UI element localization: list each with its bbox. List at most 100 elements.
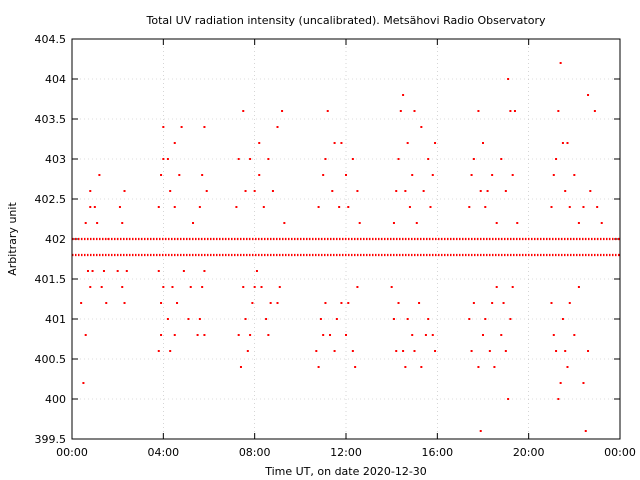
data-point (408, 206, 411, 208)
data-point (564, 350, 567, 352)
y-tick-label: 404 (45, 73, 66, 86)
data-point (559, 382, 562, 384)
data-point (203, 270, 206, 272)
data-point (557, 398, 560, 400)
data-point (356, 190, 359, 192)
data-point (338, 206, 341, 208)
data-point (242, 286, 245, 288)
y-tick-label: 403 (45, 153, 66, 166)
x-tick-label: 04:00 (147, 446, 179, 459)
data-point (84, 334, 87, 336)
data-point (495, 222, 498, 224)
data-point (269, 302, 272, 304)
data-point (420, 366, 423, 368)
data-point (281, 110, 284, 112)
data-point (276, 302, 279, 304)
x-tick-label: 00:00 (604, 446, 636, 459)
data-point (278, 286, 281, 288)
x-tick-label: 16:00 (421, 446, 453, 459)
data-point (552, 174, 555, 176)
data-point (345, 334, 347, 336)
data-point (205, 190, 208, 192)
data-point (180, 126, 183, 128)
data-point (93, 206, 96, 208)
data-point (262, 206, 265, 208)
data-point (160, 334, 163, 336)
y-axis-label: Arbitrary unit (6, 202, 19, 276)
y-tick-label: 402.5 (35, 193, 67, 206)
data-point (244, 190, 247, 192)
data-point (411, 334, 414, 336)
data-point (488, 350, 491, 352)
data-point (242, 110, 245, 112)
data-point (491, 302, 494, 304)
data-point (395, 350, 398, 352)
data-point (182, 270, 185, 272)
data-point (324, 302, 327, 304)
data-point (418, 302, 421, 304)
data-point (249, 158, 252, 160)
data-point (511, 174, 514, 176)
data-point (340, 302, 343, 304)
data-point (495, 286, 498, 288)
baseline-noise-points (72, 237, 620, 257)
data-point (196, 334, 199, 336)
data-point (157, 350, 160, 352)
data-point (422, 190, 425, 192)
data-point (160, 174, 163, 176)
data-points (80, 62, 603, 432)
x-axis-label: Time UT, on date 2020-12-30 (264, 465, 427, 478)
data-point (157, 206, 160, 208)
data-point (322, 174, 325, 176)
data-point (345, 174, 347, 176)
data-point (431, 334, 434, 336)
data-point (397, 302, 400, 304)
plot-frame (71, 38, 621, 440)
data-point (516, 222, 519, 224)
data-point (502, 302, 505, 304)
data-point (404, 190, 407, 192)
data-point (479, 190, 482, 192)
data-point (392, 222, 395, 224)
x-tick-label: 00:00 (56, 446, 88, 459)
data-point (434, 350, 437, 352)
data-point (477, 110, 480, 112)
data-point (169, 190, 172, 192)
y-tick-label: 402 (45, 233, 66, 246)
data-point (80, 302, 83, 304)
data-point (596, 206, 599, 208)
data-point (192, 222, 195, 224)
data-point (160, 302, 163, 304)
data-point (329, 334, 332, 336)
data-point (566, 366, 569, 368)
data-point (550, 302, 553, 304)
data-point (477, 366, 480, 368)
data-point (347, 206, 350, 208)
data-point (484, 206, 487, 208)
data-point (118, 206, 121, 208)
data-point (89, 206, 92, 208)
data-point (413, 110, 416, 112)
data-point (491, 174, 494, 176)
data-point (166, 318, 169, 320)
data-point (420, 126, 423, 128)
data-point (123, 302, 126, 304)
data-point (427, 158, 430, 160)
data-point (589, 190, 592, 192)
data-point (317, 366, 320, 368)
data-point (552, 334, 555, 336)
data-point (555, 158, 558, 160)
data-point (265, 318, 268, 320)
data-point (86, 270, 89, 272)
data-point (105, 302, 108, 304)
data-point (584, 430, 587, 432)
data-point (587, 94, 590, 96)
data-point (402, 94, 405, 96)
data-point (315, 350, 318, 352)
data-point (568, 302, 571, 304)
data-point (429, 206, 432, 208)
data-point (468, 206, 471, 208)
data-point (600, 222, 603, 224)
data-point (246, 350, 249, 352)
data-point (198, 318, 201, 320)
